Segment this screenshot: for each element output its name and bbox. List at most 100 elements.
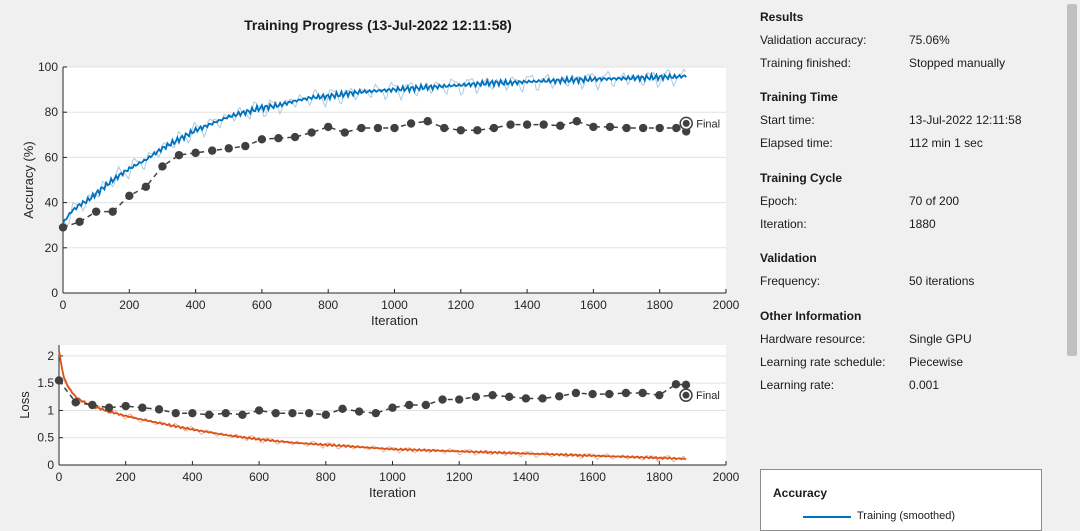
x-tick-label: 1800 xyxy=(646,470,673,484)
validation-point xyxy=(354,407,364,416)
validation-point xyxy=(473,126,482,135)
training-progress-plots: Training Progress (13-Jul-2022 12:11:58)… xyxy=(17,17,740,500)
validation-point xyxy=(522,120,532,129)
validation-point xyxy=(488,390,497,400)
info-label: Frequency: xyxy=(760,274,821,288)
info-value: 50 iterations xyxy=(909,274,975,288)
final-label: Final xyxy=(696,390,720,402)
y-tick-label: 40 xyxy=(45,196,59,210)
y-tick-label: 0 xyxy=(51,286,58,300)
validation-point xyxy=(207,146,217,155)
legend-title: Accuracy xyxy=(773,486,828,500)
validation-point xyxy=(121,401,130,411)
info-label: Learning rate: xyxy=(760,378,835,392)
validation-point xyxy=(404,400,414,410)
info-label: Training finished: xyxy=(760,56,851,70)
info-value: 13-Jul-2022 12:11:58 xyxy=(909,113,1022,127)
validation-point xyxy=(241,141,250,151)
final-marker-dot xyxy=(682,391,690,399)
validation-point xyxy=(638,123,648,133)
info-label: Validation accuracy: xyxy=(760,33,867,47)
validation-point xyxy=(571,388,581,398)
validation-point xyxy=(108,207,117,216)
x-tick-label: 1200 xyxy=(446,470,473,484)
validation-point xyxy=(257,135,267,144)
info-value: Single GPU xyxy=(909,332,972,346)
validation-point xyxy=(54,376,64,385)
validation-point xyxy=(138,403,147,412)
validation-point xyxy=(338,404,347,414)
x-axis-label: Iteration xyxy=(371,313,418,328)
validation-point xyxy=(71,398,80,407)
x-tick-label: 200 xyxy=(116,470,136,484)
training-smoothed-line xyxy=(58,350,687,461)
x-tick-label: 800 xyxy=(318,298,338,312)
x-tick-label: 400 xyxy=(182,470,202,484)
validation-point xyxy=(455,395,464,404)
validation-point xyxy=(224,144,233,153)
final-marker-dot xyxy=(682,119,690,127)
x-tick-label: 600 xyxy=(249,470,269,484)
info-value: 75.06% xyxy=(909,33,950,47)
validation-point xyxy=(605,122,615,132)
y-axis-label: Loss xyxy=(17,391,32,419)
info-label: Learning rate schedule: xyxy=(760,355,886,369)
info-label: Start time: xyxy=(760,113,815,127)
x-tick-label: 1600 xyxy=(579,470,606,484)
legend-swatch xyxy=(803,516,851,518)
validation-line xyxy=(58,380,687,416)
info-label: Iteration: xyxy=(760,217,807,231)
y-tick-label: 2 xyxy=(47,349,54,363)
validation-point xyxy=(288,408,297,418)
validation-point xyxy=(638,388,647,398)
results-title: Results xyxy=(760,10,804,24)
validation-point xyxy=(622,123,631,133)
validation-point xyxy=(191,148,200,158)
validation-point xyxy=(672,123,681,133)
y-tick-label: 0.5 xyxy=(37,431,54,445)
y-tick-label: 60 xyxy=(45,150,59,164)
validation-point xyxy=(274,133,283,143)
x-tick-label: 1200 xyxy=(447,298,474,312)
plot-area xyxy=(63,67,726,293)
validation-point xyxy=(406,119,416,128)
chart-title: Training Progress (13-Jul-2022 12:11:58) xyxy=(244,17,512,33)
validation-point xyxy=(141,182,151,191)
validation-point xyxy=(556,121,565,130)
y-tick-label: 100 xyxy=(38,60,58,74)
x-tick-label: 800 xyxy=(316,470,336,484)
legend-item: Training (smoothed) xyxy=(857,510,956,522)
validation-point xyxy=(154,405,164,414)
x-tick-label: 2000 xyxy=(713,470,740,484)
info-label: Hardware resource: xyxy=(760,332,866,346)
validation-point xyxy=(505,392,514,402)
validation-point xyxy=(188,408,197,418)
y-axis-label: Accuracy (%) xyxy=(21,141,36,218)
training-cycle-title: Training Cycle xyxy=(760,171,843,185)
validation-point xyxy=(421,400,431,410)
validation-point xyxy=(321,410,330,420)
validation-point xyxy=(588,389,597,399)
validation-point xyxy=(456,126,465,135)
validation-point xyxy=(521,394,531,403)
validation-point xyxy=(471,392,481,402)
validation-point xyxy=(423,117,432,126)
validation-point xyxy=(572,117,582,126)
validation-point xyxy=(238,410,247,420)
info-label: Elapsed time: xyxy=(760,136,833,150)
validation-point xyxy=(324,122,333,132)
validation-point xyxy=(371,408,381,418)
info-value: Stopped manually xyxy=(909,56,1006,70)
validation-point xyxy=(538,394,547,403)
info-value: 1880 xyxy=(909,217,936,231)
x-tick-label: 1400 xyxy=(514,298,541,312)
x-tick-label: 1400 xyxy=(513,470,540,484)
validation-point xyxy=(388,403,397,412)
validation-point xyxy=(88,400,97,410)
info-label: Epoch: xyxy=(760,194,798,208)
x-tick-label: 1000 xyxy=(379,470,406,484)
validation-point xyxy=(681,380,691,390)
scrollbar-thumb[interactable] xyxy=(1067,4,1077,356)
x-tick-label: 0 xyxy=(56,470,63,484)
